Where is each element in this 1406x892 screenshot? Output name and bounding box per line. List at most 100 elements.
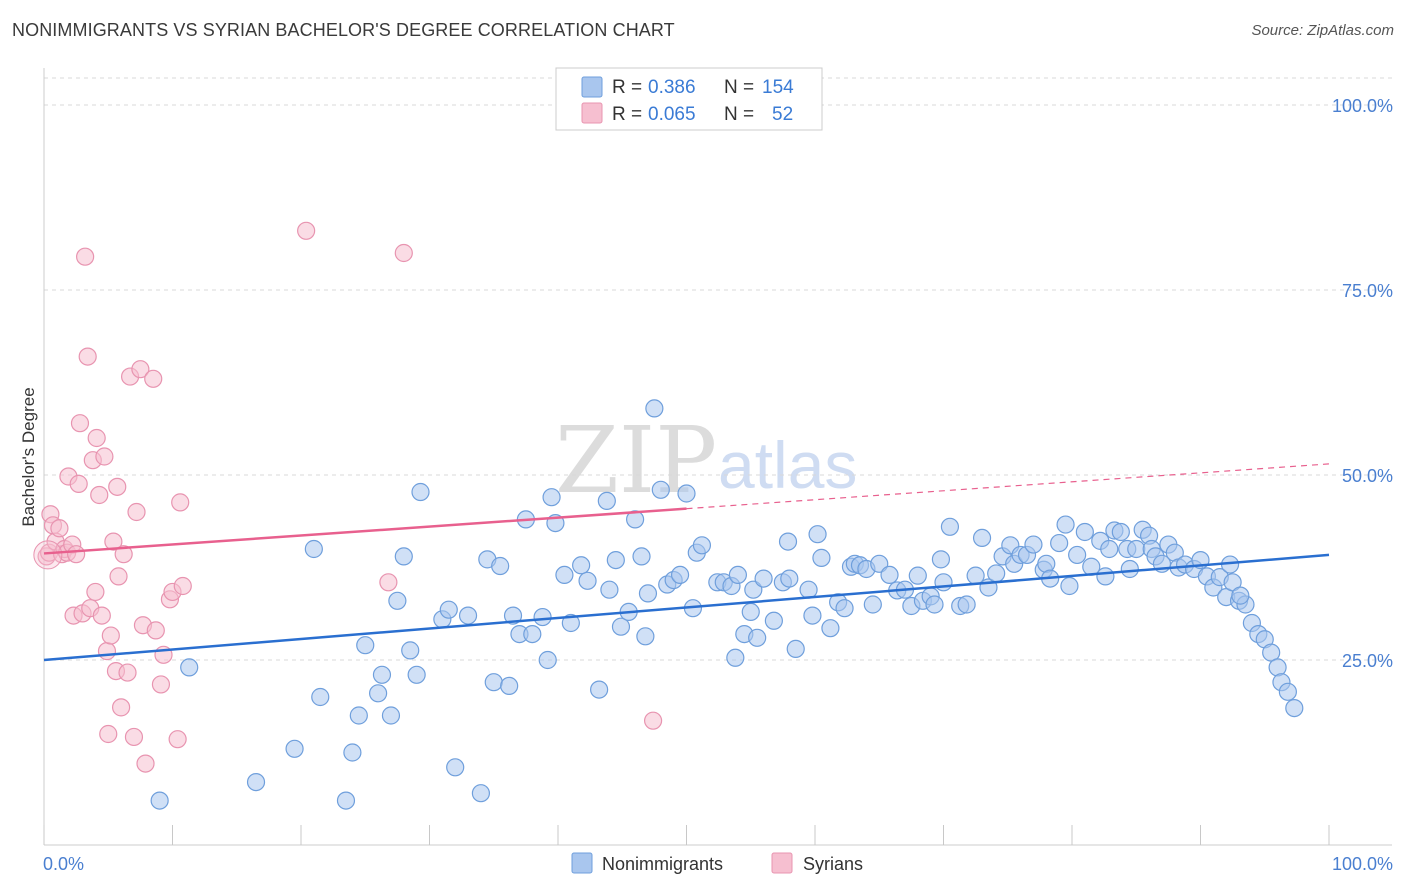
nonimmigrants-point-47 (636, 627, 655, 646)
nonimmigrants-point-57 (692, 536, 712, 555)
nonimmigrants-point-108 (1024, 535, 1043, 554)
syrians-point-17 (78, 347, 97, 366)
nonimmigrants-point-13 (388, 591, 407, 610)
syrians-point-cluster (33, 540, 63, 570)
nonimmigrants-point-6 (336, 791, 356, 810)
nonimmigrants-point-49 (645, 399, 664, 418)
nonimmigrants-point-26 (500, 676, 519, 696)
syrians-point-41 (144, 369, 163, 388)
nonimmigrants-point-150 (1278, 682, 1297, 701)
legend-n-value-1: 154 (762, 77, 794, 98)
syrians-point-28 (104, 532, 123, 551)
trend-lines (43, 463, 1330, 662)
syrians-point-25 (97, 642, 117, 661)
y-tick-label-25: 25.0% (1342, 651, 1393, 671)
series-legend-swatch-syrians (771, 852, 793, 874)
nonimmigrants-point-14 (394, 547, 413, 566)
nonimmigrants-point-30 (523, 624, 542, 644)
syrians-point-49 (173, 576, 192, 596)
syrians-point-22 (90, 485, 109, 505)
legend-swatch-syrians (581, 102, 603, 124)
watermark-atlas: atlas (718, 428, 857, 502)
legend-r-label-1: R = (612, 77, 642, 98)
nonimmigrants-point-74 (803, 606, 822, 625)
nonimmigrants-point-68 (764, 611, 783, 630)
nonimmigrants-point-27 (503, 606, 523, 625)
syrians-point-40 (136, 754, 155, 773)
nonimmigrants-point-124 (1120, 559, 1139, 579)
nonimmigrants-point-102 (987, 564, 1006, 583)
syrians-point-26 (99, 724, 118, 744)
syrians-point-14 (70, 414, 90, 433)
y-axis-label: Bachelor's Degree (19, 387, 38, 526)
nonimmigrants-point-46 (632, 547, 651, 566)
nonimmigrants-point-34 (538, 650, 557, 670)
nonimmigrants-point-54 (677, 484, 696, 503)
x-tick-label-max: 100.0% (1332, 854, 1393, 874)
nonimmigrants-point-61 (726, 648, 745, 667)
nonimmigrants-point-62 (728, 565, 748, 585)
syrians-points (33, 221, 663, 773)
nonimmigrants-point-40 (597, 491, 616, 510)
legend-r-label-2: R = (612, 104, 642, 125)
legend-r-value-2: 0.065 (648, 104, 696, 125)
nonimmigrants-point-112 (1050, 533, 1069, 553)
syrians-trend-line-extrapolated (686, 463, 1330, 510)
legend-n-value-2: 52 (772, 104, 793, 125)
syrians-point-43 (151, 675, 171, 694)
legend-n-label-2: N = (724, 104, 754, 125)
nonimmigrants-point-115 (1068, 545, 1087, 565)
nonimmigrants-point-114 (1060, 576, 1079, 596)
nonimmigrants-point-93 (925, 595, 944, 614)
syrians-point-21 (87, 428, 106, 448)
syrians-point-12 (67, 545, 86, 564)
nonimmigrants-point-31 (533, 607, 552, 627)
nonimmigrants-point-64 (741, 602, 760, 622)
nonimmigrants-point-42 (606, 550, 625, 570)
syrians-point-23 (92, 606, 111, 625)
chart-title: NONIMMIGRANTS VS SYRIAN BACHELOR'S DEGRE… (12, 20, 675, 40)
nonimmigrants-point-116 (1075, 522, 1094, 542)
y-tick-labels: 25.0% 50.0% 75.0% 100.0% (1332, 96, 1393, 671)
nonimmigrants-point-20 (439, 600, 458, 619)
nonimmigrants-point-1 (180, 658, 199, 677)
nonimmigrants-point-73 (799, 580, 818, 599)
nonimmigrants-point-12 (381, 706, 401, 725)
syrians-point-33 (114, 545, 133, 564)
y-tick-label-50: 50.0% (1342, 466, 1393, 486)
stats-legend: R = 0.386 N = 154 R = 0.065 N = 52 (555, 67, 823, 131)
syrians-point-47 (168, 730, 187, 749)
nonimmigrants-point-95 (934, 573, 953, 592)
legend-n-label-1: N = (724, 77, 754, 98)
nonimmigrants-point-72 (786, 639, 805, 659)
y-tick-label-75: 75.0% (1342, 281, 1393, 301)
nonimmigrants-point-85 (870, 554, 889, 573)
nonimmigrants-point-8 (349, 706, 368, 725)
nonimmigrants-point-35 (555, 565, 574, 585)
nonimmigrants-point-16 (407, 665, 426, 684)
series-legend: Nonimmigrants Syrians (571, 852, 863, 874)
syrians-point-20 (86, 582, 105, 602)
syrians-point-52 (394, 243, 413, 263)
legend-swatch-nonimmigrants (581, 76, 603, 98)
nonimmigrants-point-7 (343, 743, 362, 762)
nonimmigrants-point-37 (572, 556, 591, 575)
nonimmigrants-point-66 (748, 628, 767, 647)
nonimmigrants-point-11 (372, 665, 392, 684)
nonimmigrants-point-50 (651, 480, 670, 499)
nonimmigrants-point-151 (1285, 698, 1304, 718)
nonimmigrants-point-122 (1111, 522, 1130, 542)
nonimmigrants-point-22 (471, 784, 490, 803)
series-legend-nonimmigrants: Nonimmigrants (602, 854, 723, 874)
nonimmigrants-point-53 (670, 565, 690, 585)
syrians-point-34 (118, 663, 137, 682)
nonimmigrants-point-9 (356, 636, 375, 655)
syrians-point-51 (379, 573, 398, 592)
nonimmigrants-point-0 (150, 791, 169, 810)
nonimmigrants-point-25 (491, 556, 510, 576)
nonimmigrants-point-75 (808, 525, 827, 544)
nonimmigrants-point-113 (1056, 515, 1075, 534)
syrians-point-5 (50, 519, 69, 538)
nonimmigrants-point-96 (940, 517, 960, 536)
nonimmigrants-point-5 (311, 687, 330, 707)
